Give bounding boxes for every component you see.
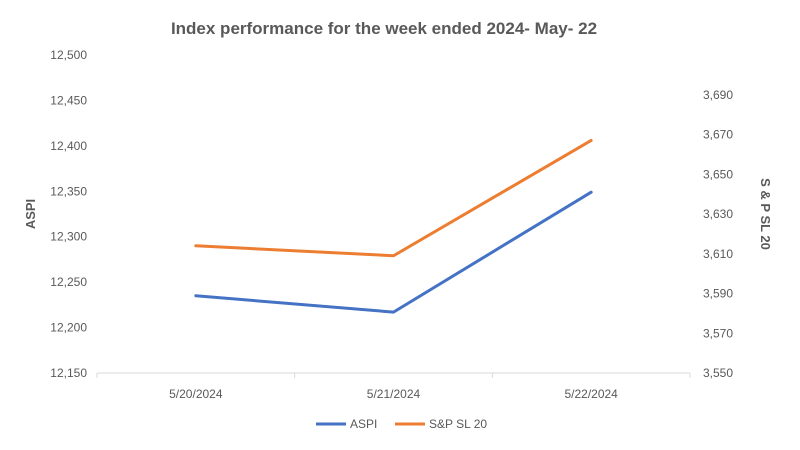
x-tick-label: 5/21/2024 [367, 387, 421, 401]
right-tick-label: 3,670 [703, 128, 733, 142]
chart-title: Index performance for the week ended 202… [171, 19, 597, 38]
right-tick-label: 3,630 [703, 207, 733, 221]
right-tick-label: 3,650 [703, 167, 733, 181]
left-axis-label: ASPI [23, 199, 38, 229]
right-tick-label: 3,550 [703, 366, 733, 380]
legend-label-spsl20: S&P SL 20 [429, 417, 487, 431]
right-axis-ticks: 3,550 3,570 3,590 3,610 3,630 3,650 3,670 3,690 [703, 88, 733, 380]
left-tick-label: 12,400 [50, 139, 87, 153]
left-tick-label: 12,300 [50, 230, 87, 244]
x-tick-label: 5/20/2024 [169, 387, 223, 401]
left-tick-label: 12,200 [50, 321, 87, 335]
left-tick-label: 12,500 [50, 48, 87, 62]
legend-label-aspi: ASPI [350, 417, 377, 431]
x-axis-ticks: 5/20/2024 5/21/2024 5/22/2024 [96, 373, 691, 401]
series-lines [194, 138, 593, 314]
left-axis-ticks: 12,150 12,200 12,250 12,300 12,350 12,400 12,4… [50, 48, 87, 380]
left-tick-label: 12,150 [50, 366, 87, 380]
left-tick-label: 12,250 [50, 275, 87, 289]
left-tick-label: 12,350 [50, 184, 87, 198]
legend: ASPI S&P SL 20 [316, 417, 487, 431]
right-tick-label: 3,590 [703, 287, 733, 301]
right-tick-label: 3,690 [703, 88, 733, 102]
series-line-aspi [194, 190, 593, 314]
left-tick-label: 12,450 [50, 93, 87, 107]
series-line-spsl20 [194, 138, 593, 258]
right-tick-label: 3,570 [703, 326, 733, 340]
x-tick-label: 5/22/2024 [564, 387, 618, 401]
right-tick-label: 3,610 [703, 247, 733, 261]
right-axis-label: S & P SL 20 [758, 178, 773, 250]
